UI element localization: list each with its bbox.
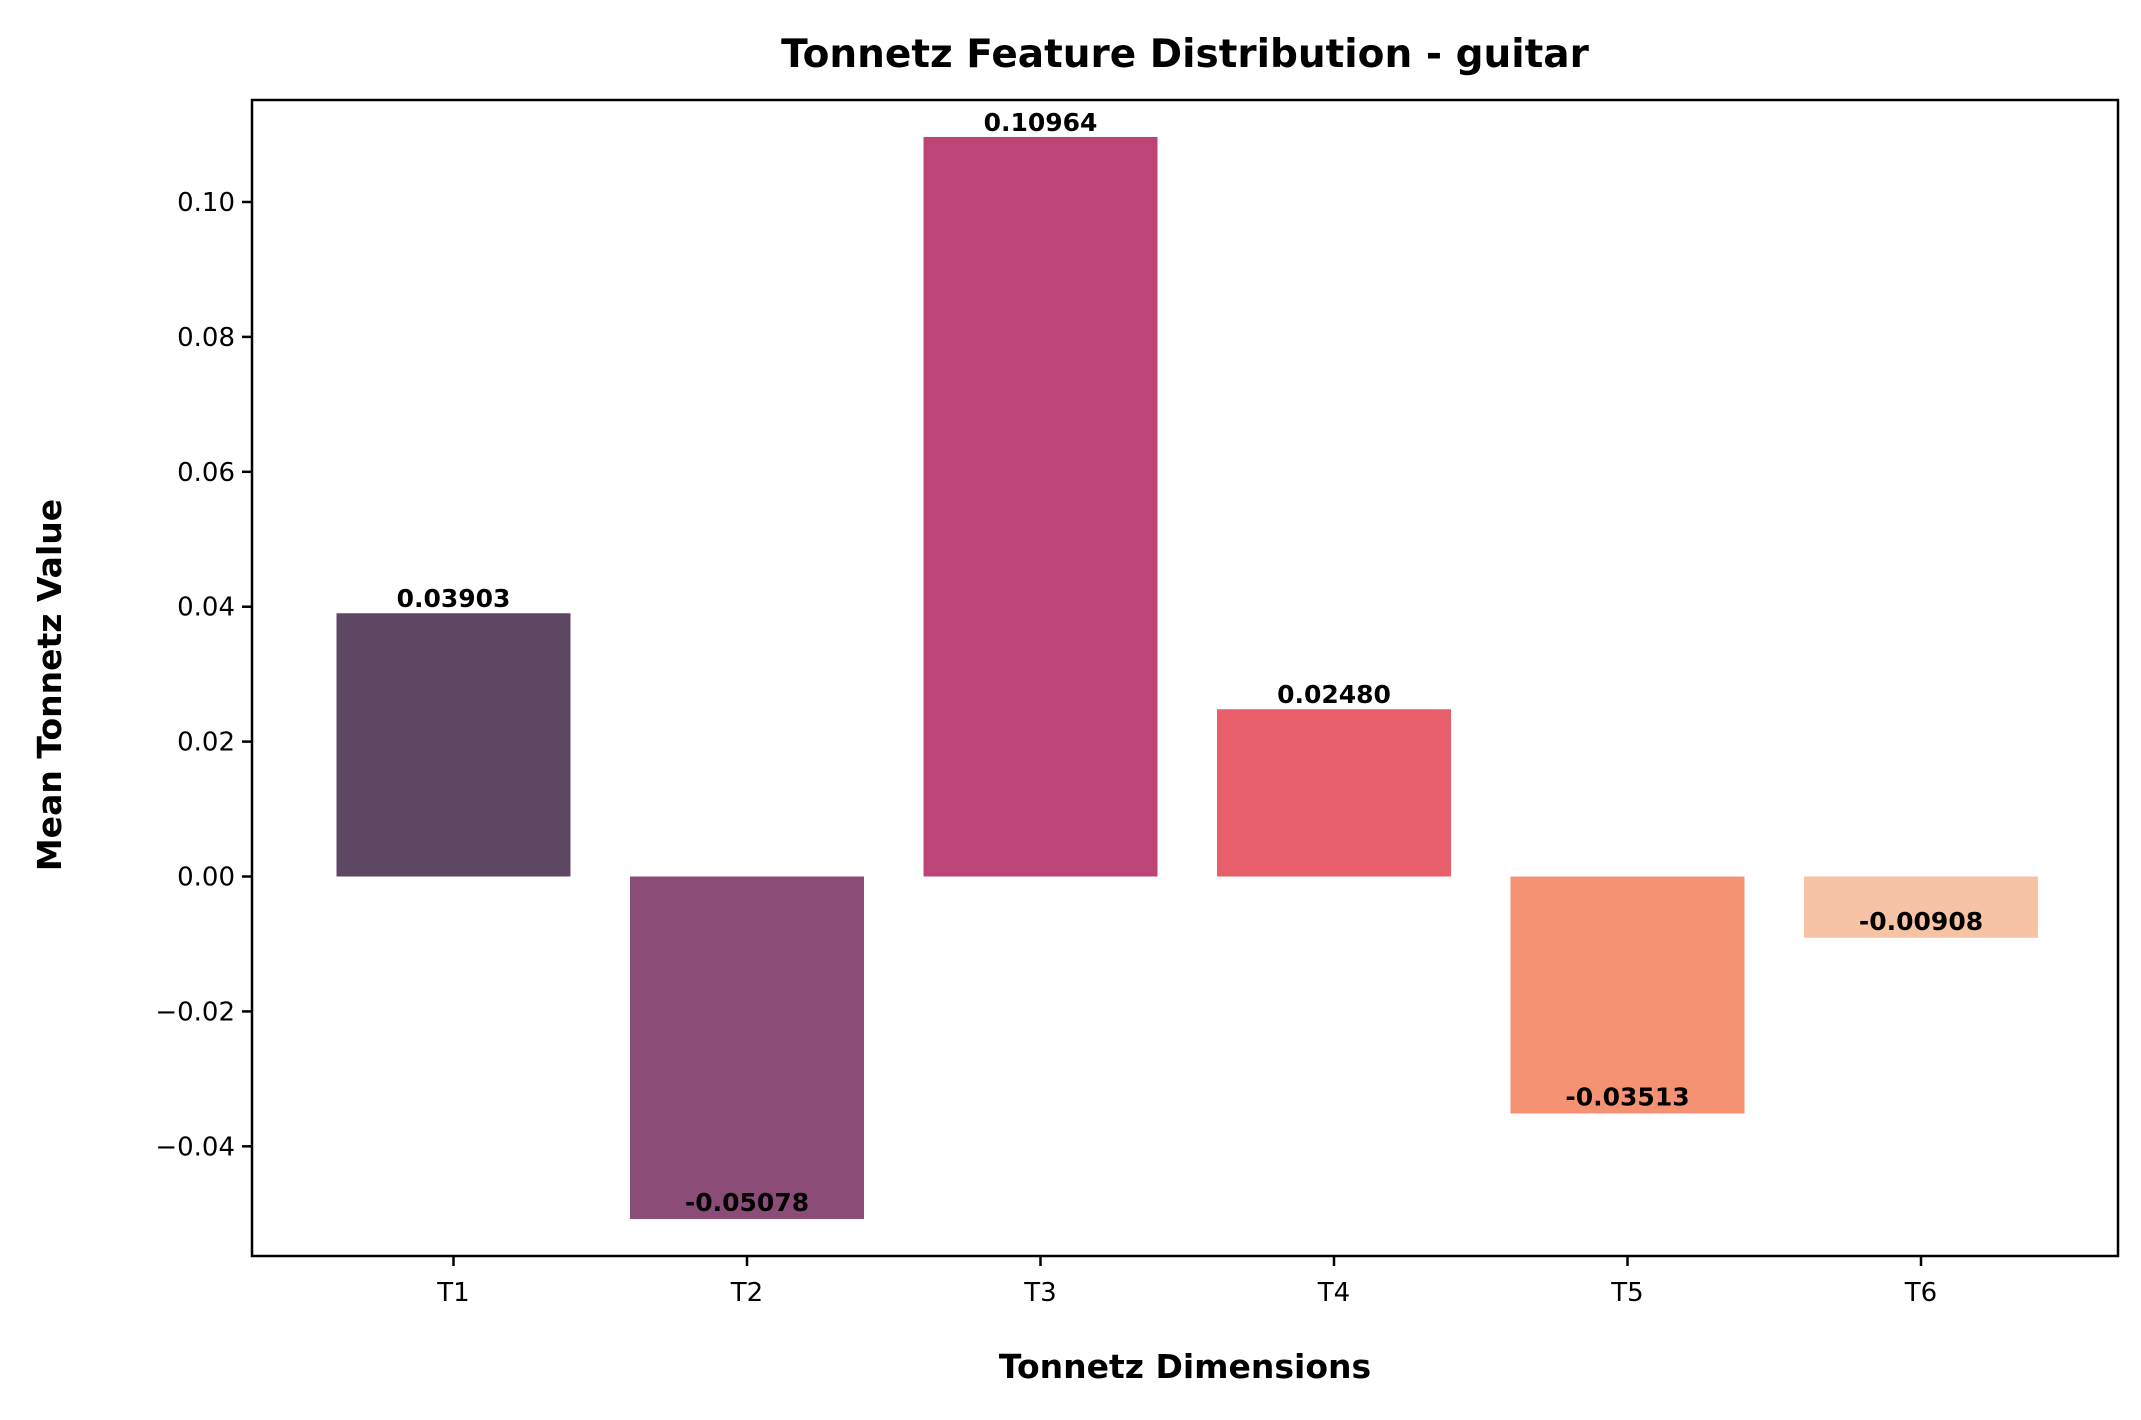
value-label-t6: -0.00908 xyxy=(1859,907,1983,936)
y-axis-label: Mean Tonnetz Value xyxy=(30,499,69,871)
bar-t3 xyxy=(923,136,1158,877)
value-label-t4: 0.02480 xyxy=(1277,680,1391,709)
value-label-t5: -0.03513 xyxy=(1565,1082,1689,1111)
y-tick-label: 0.06 xyxy=(177,458,235,488)
bar-t2 xyxy=(630,876,864,1220)
plot-area-frame xyxy=(250,98,2120,1258)
x-axis-label: Tonnetz Dimensions xyxy=(999,1347,1371,1386)
value-label-t3: 0.10964 xyxy=(984,108,1098,137)
x-tick-label: T1 xyxy=(436,1278,469,1308)
bar-t1 xyxy=(336,613,571,877)
y-tick-label: 0.08 xyxy=(177,323,235,353)
chart-title: Tonnetz Feature Distribution - guitar xyxy=(781,32,1589,77)
y-tick-label: 0.00 xyxy=(177,863,235,893)
y-tick-label: 0.10 xyxy=(177,188,235,218)
bar-t6 xyxy=(1804,876,2038,938)
value-label-t2: -0.05078 xyxy=(685,1188,809,1217)
bar-t5 xyxy=(1510,876,1745,1114)
y-axis: −0.04 −0.02 0.00 0.02 0.04 0.06 0.08 0.10 xyxy=(155,188,252,1162)
bars-group xyxy=(336,136,2038,1220)
x-tick-label: T2 xyxy=(730,1278,763,1308)
y-tick-label: −0.02 xyxy=(155,997,235,1027)
x-tick-label: T5 xyxy=(1610,1278,1643,1308)
value-labels-group: 0.03903 -0.05078 0.10964 0.02480 -0.03513 -0.… xyxy=(397,108,1984,1217)
y-tick-label: 0.02 xyxy=(177,728,235,758)
value-label-t1: 0.03903 xyxy=(397,584,511,613)
x-tick-label: T4 xyxy=(1317,1278,1350,1308)
x-tick-label: T6 xyxy=(1904,1278,1937,1308)
x-axis: T1 T2 T3 T4 T5 T6 xyxy=(436,1256,1937,1308)
y-tick-label: 0.04 xyxy=(177,593,235,623)
bar-t4 xyxy=(1217,709,1451,877)
y-tick-label: −0.04 xyxy=(155,1132,235,1162)
x-tick-label: T3 xyxy=(1023,1278,1056,1308)
